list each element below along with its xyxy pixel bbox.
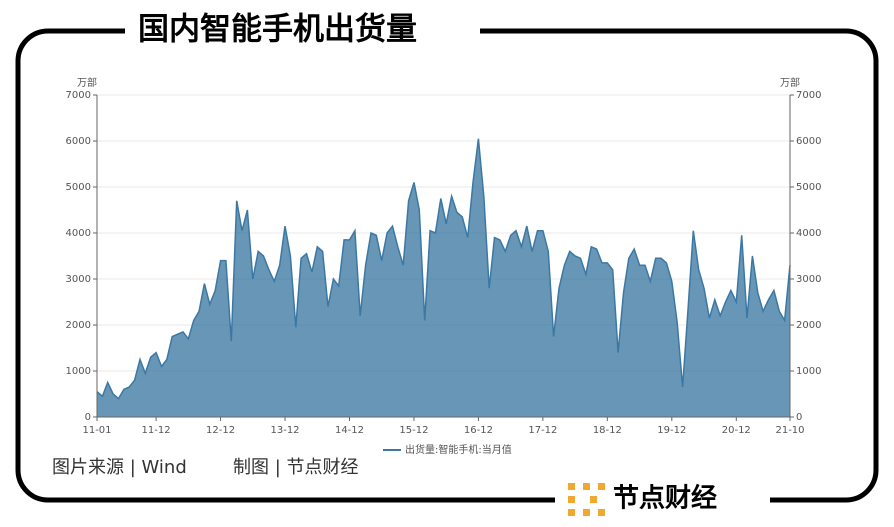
- y2-tick-label: 5000: [796, 182, 821, 193]
- x-tick-label: 11-01: [82, 425, 111, 436]
- y2-tick-label: 0: [796, 412, 802, 423]
- area: [97, 138, 790, 417]
- source: 图片来源 | Wind: [52, 457, 187, 478]
- logo-icon: [568, 483, 605, 516]
- x-tick-label: 12-12: [206, 425, 235, 436]
- y2-tick-label: 1000: [796, 366, 821, 377]
- x-tick-label: 20-12: [722, 425, 751, 436]
- title-bg: [125, 8, 480, 52]
- x-tick-label: 16-12: [464, 425, 493, 436]
- logo-text: 节点财经: [613, 483, 717, 514]
- y-tick-label: 1000: [66, 366, 91, 377]
- y-tick-label: 6000: [66, 136, 91, 147]
- x-tick-label: 14-12: [335, 425, 364, 436]
- x-tick-label: 18-12: [593, 425, 622, 436]
- chart-title: 国内智能手机出货量: [138, 12, 417, 48]
- line: [96, 138, 791, 400]
- y-unit: 万部: [77, 76, 97, 89]
- y-tick-label: 0: [85, 412, 91, 423]
- y2-tick-label: 7000: [796, 90, 821, 101]
- legend-label: 出货量:智能手机:当月值: [405, 443, 512, 456]
- y-tick-label: 4000: [66, 228, 91, 239]
- x-tick-label: 15-12: [399, 425, 428, 436]
- y-tick-label: 2000: [66, 320, 91, 331]
- x-tick-label: 21-10: [775, 425, 804, 436]
- y2-tick-label: 4000: [796, 228, 821, 239]
- y2-tick-label: 3000: [796, 274, 821, 285]
- x-tick-label: 19-12: [657, 425, 686, 436]
- y-tick-label: 3000: [66, 274, 91, 285]
- y2-tick-label: 6000: [796, 136, 821, 147]
- y-tick-label: 7000: [66, 90, 91, 101]
- x-tick-label: 13-12: [270, 425, 299, 436]
- y2-unit: 万部: [780, 76, 800, 89]
- y-tick-label: 5000: [66, 182, 91, 193]
- x-tick-label: 11-12: [142, 425, 171, 436]
- x-tick-label: 17-12: [528, 425, 557, 436]
- y2-tick-label: 2000: [796, 320, 821, 331]
- maker: 制图 | 节点财经: [233, 457, 359, 478]
